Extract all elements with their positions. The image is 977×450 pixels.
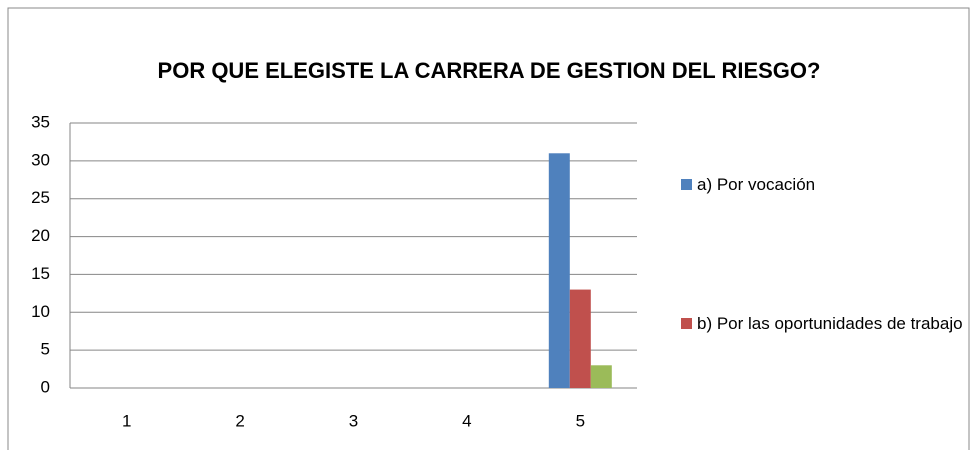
legend-label: a) Por vocación (697, 175, 816, 194)
legend-swatch (681, 318, 692, 329)
y-tick-label: 5 (41, 340, 50, 359)
chart-border (7, 7, 970, 450)
x-tick-label: 1 (122, 411, 131, 430)
x-tick-label: 4 (462, 411, 471, 430)
x-tick-label: 5 (576, 411, 585, 430)
chart-title: POR QUE ELEGISTE LA CARRERA DE GESTION D… (158, 58, 821, 83)
bar (548, 153, 570, 388)
y-tick-label: 0 (41, 377, 50, 396)
x-tick-label: 3 (349, 411, 358, 430)
y-tick-label: 10 (31, 302, 50, 321)
legend-swatch (681, 179, 692, 190)
y-tick-label: 35 (31, 112, 50, 131)
bar (569, 289, 591, 388)
legend-label: b) Por las oportunidades de trabajo (697, 314, 963, 333)
y-tick-label: 15 (31, 264, 50, 283)
y-tick-label: 20 (31, 226, 50, 245)
y-tick-label: 25 (31, 188, 50, 207)
bar (590, 365, 612, 388)
x-tick-label: 2 (235, 411, 244, 430)
y-tick-label: 30 (31, 150, 50, 169)
